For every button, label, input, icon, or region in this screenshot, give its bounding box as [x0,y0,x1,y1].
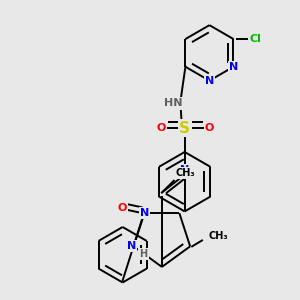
Text: N: N [127,242,136,251]
Text: O: O [118,203,127,213]
Text: Cl: Cl [249,34,261,44]
Text: N: N [229,62,238,72]
Text: HN: HN [164,98,182,108]
Text: CH₃: CH₃ [208,232,228,242]
Text: O: O [205,123,214,133]
Text: H: H [140,249,148,259]
Text: S: S [179,121,190,136]
Text: CH₃: CH₃ [176,168,196,178]
Text: N: N [180,165,189,175]
Text: N: N [140,208,149,218]
Text: O: O [156,123,166,133]
Text: N: N [205,76,214,85]
